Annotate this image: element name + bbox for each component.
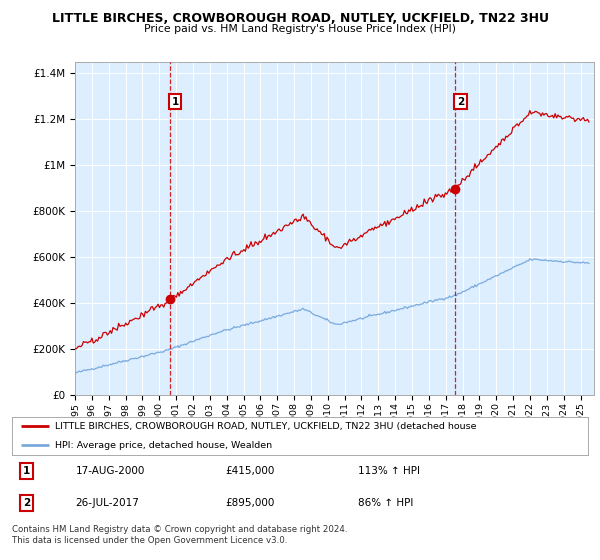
Text: LITTLE BIRCHES, CROWBOROUGH ROAD, NUTLEY, UCKFIELD, TN22 3HU: LITTLE BIRCHES, CROWBOROUGH ROAD, NUTLEY… [52, 12, 548, 25]
Text: 26-JUL-2017: 26-JUL-2017 [76, 498, 139, 508]
Text: 113% ↑ HPI: 113% ↑ HPI [358, 466, 419, 477]
Text: 2: 2 [23, 498, 30, 508]
Text: 17-AUG-2000: 17-AUG-2000 [76, 466, 145, 477]
Text: £415,000: £415,000 [225, 466, 274, 477]
Text: 1: 1 [172, 96, 179, 106]
Text: LITTLE BIRCHES, CROWBOROUGH ROAD, NUTLEY, UCKFIELD, TN22 3HU (detached house: LITTLE BIRCHES, CROWBOROUGH ROAD, NUTLEY… [55, 422, 476, 431]
Text: Contains HM Land Registry data © Crown copyright and database right 2024.
This d: Contains HM Land Registry data © Crown c… [12, 525, 347, 545]
Text: Price paid vs. HM Land Registry's House Price Index (HPI): Price paid vs. HM Land Registry's House … [144, 24, 456, 34]
Text: HPI: Average price, detached house, Wealden: HPI: Average price, detached house, Weal… [55, 441, 272, 450]
Text: 1: 1 [23, 466, 30, 477]
Text: 86% ↑ HPI: 86% ↑ HPI [358, 498, 413, 508]
Text: £895,000: £895,000 [225, 498, 274, 508]
Text: 2: 2 [457, 96, 464, 106]
